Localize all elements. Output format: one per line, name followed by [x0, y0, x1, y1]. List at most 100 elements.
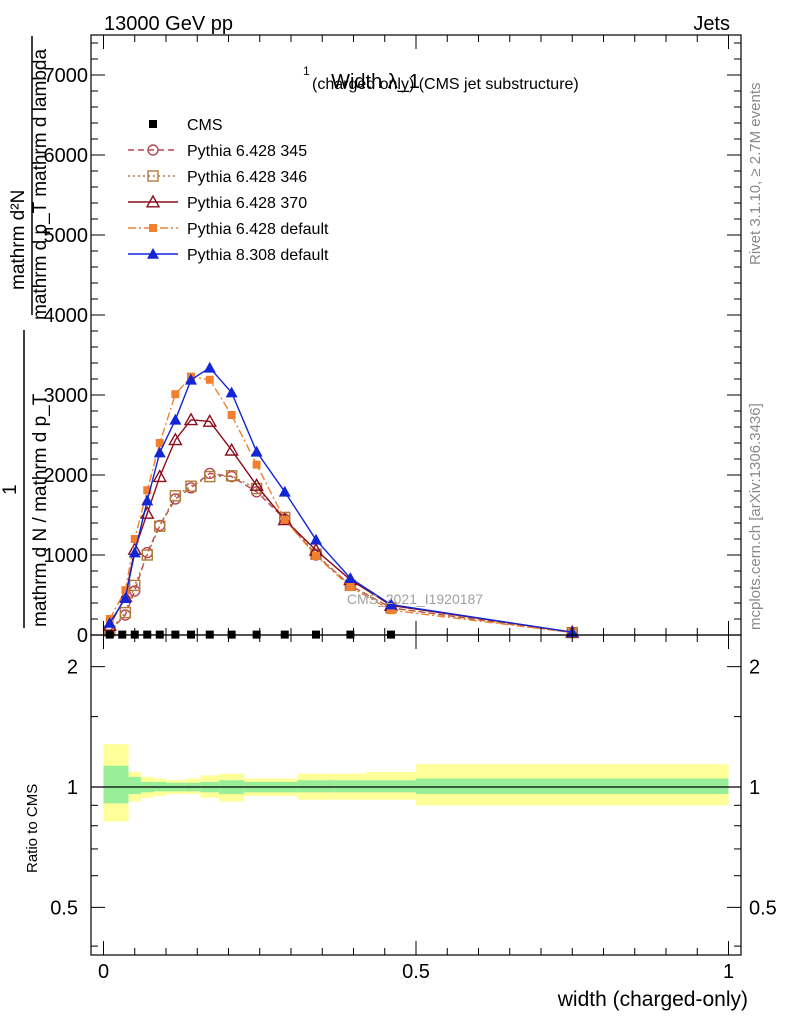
series-4-point-13 — [387, 606, 395, 615]
series-2-point-3 — [141, 549, 153, 561]
analysis-watermark: CMS_2021_I1920187 — [347, 591, 483, 607]
ylabel-frac-numerator: 1 — [0, 484, 21, 495]
series-5 — [103, 361, 579, 637]
legend-marker-4 — [149, 224, 157, 232]
chart-title-subtitle: (charged only) (CMS jet substructure) — [312, 76, 579, 93]
main-ytick-label-2: 2000 — [44, 465, 89, 487]
legend: CMS Pythia 6.428 345 Pythia 6.428 346 Pythi… — [128, 117, 329, 264]
series-4-point-10 — [280, 515, 289, 524]
ratio-ytick-label-left-0: 0.5 — [50, 897, 78, 919]
series-5-point-1 — [119, 592, 132, 603]
series-2-point-7 — [204, 470, 216, 483]
series-4-point-12 — [346, 583, 355, 591]
series-4-point-7 — [205, 375, 214, 384]
legend-label-4: Pythia 6.428 default — [187, 221, 329, 238]
series-5-point-4 — [153, 446, 166, 458]
legend-label-5: Pythia 8.308 default — [187, 247, 329, 264]
series-2-line — [109, 475, 573, 634]
series-5-point-6 — [185, 373, 197, 385]
main-ytick-label-0: 0 — [77, 625, 88, 647]
legend-marker-1 — [147, 144, 159, 156]
series-3-point-9 — [249, 477, 264, 491]
series-2-point-4 — [154, 520, 166, 532]
series-3-point-6 — [183, 412, 199, 426]
header-energy-label: 13000 GeV pp — [104, 13, 233, 35]
legend-entry-5: Pythia 8.308 default — [128, 247, 329, 264]
series-4-point-1 — [121, 586, 130, 595]
series-5-point-0 — [103, 617, 116, 628]
main-ytick-label-4: 4000 — [44, 305, 89, 327]
series-4-point-2 — [130, 535, 139, 543]
ratio-ytick-label-right-1: 1 — [749, 777, 760, 799]
ratio-stat-band-10 — [297, 780, 335, 793]
series-2-point-8 — [225, 470, 238, 482]
ylabel-top: mathrm d²N — [8, 190, 29, 290]
svg-text:Width λ_1: Width λ_1 — [331, 71, 420, 93]
series-3-point-5 — [168, 432, 183, 446]
legend-marker-3 — [145, 194, 161, 208]
legend-label-1: Pythia 6.428 345 — [187, 143, 307, 160]
series-4-point-3 — [143, 486, 152, 495]
ratio-stat-band-1 — [128, 776, 141, 795]
chart-title: Width λ_1 1 (charged only) (CMS jet subs… — [303, 64, 579, 93]
series-4-point-8 — [227, 411, 236, 419]
xlabel: width (charged-only) — [557, 988, 748, 1011]
series-5-point-8 — [225, 386, 238, 398]
legend-marker-2 — [147, 170, 159, 182]
series-4-point-5 — [171, 390, 180, 399]
ratio-stat-band-13 — [416, 778, 729, 795]
legend-entry-0: CMS — [149, 117, 223, 134]
legend-label-0: CMS — [187, 117, 223, 134]
header-category-label: Jets — [693, 13, 730, 35]
chart-title-main: Width λ_1 — [331, 71, 420, 93]
axes-layer: 0 1000 2000 3000 4000 5000 6000 7000 0 0.5 1 0.5 0.5… — [44, 34, 777, 983]
series-5-point-7 — [203, 361, 216, 373]
ratio-ylabel: Ratio to CMS — [24, 784, 41, 873]
series-2-point-6 — [185, 480, 197, 492]
ratio-ytick-label-left-1: 1 — [67, 777, 78, 799]
legend-marker-0 — [149, 120, 157, 128]
xtick-label-2: 1 — [723, 961, 734, 983]
xtick-label-1: 0.5 — [402, 961, 430, 983]
series-5-point-12 — [344, 572, 357, 583]
ratio-ytick-label-right-0: 0.5 — [749, 897, 777, 919]
legend-entry-4: Pythia 6.428 default — [128, 221, 329, 238]
series-5-point-2 — [128, 546, 141, 558]
series-5-point-13 — [385, 598, 397, 610]
ylabel-bottom: mathrm d p_T mathrm d lambda — [30, 49, 51, 320]
ratio-layer — [91, 635, 741, 955]
ratio-ytick-label-left-2: 2 — [67, 657, 78, 679]
main-ytick-label-7: 7000 — [44, 65, 89, 87]
legend-entry-3: Pythia 6.428 370 — [128, 194, 307, 212]
rivet-version-label: Rivet 3.1.10, ≥ 2.7M events — [747, 83, 764, 266]
main-plot-frame — [91, 35, 741, 635]
ratio-stat-band-12 — [366, 780, 416, 793]
legend-label-2: Pythia 6.428 346 — [187, 169, 307, 186]
series-2-point-5 — [169, 490, 182, 502]
main-ytick-label-6: 6000 — [44, 145, 89, 167]
series-2-point-1 — [119, 606, 132, 619]
xtick-label-0: 0 — [98, 961, 109, 983]
main-ylabel: mathrm d²N mathrm d p_T mathrm d lambda … — [0, 36, 51, 628]
ratio-ytick-label-right-2: 2 — [749, 657, 760, 679]
main-ytick-label-5: 5000 — [44, 225, 89, 247]
series-5-point-10 — [278, 485, 291, 497]
series-3-point-7 — [202, 413, 217, 427]
legend-entry-1: Pythia 6.428 345 — [128, 143, 307, 160]
series-5-point-11 — [310, 533, 322, 545]
series-4-point-9 — [252, 460, 261, 469]
series-5-point-9 — [250, 445, 263, 457]
main-ytick-label-1: 1000 — [44, 545, 89, 567]
series-3-point-8 — [224, 442, 239, 456]
series-2-point-2 — [129, 579, 141, 592]
series-3-point-4 — [152, 469, 167, 483]
series-4-point-4 — [155, 439, 164, 447]
ratio-stat-band-11 — [334, 780, 366, 793]
ratio-stat-band-0 — [103, 765, 129, 804]
legend-entry-2: Pythia 6.428 346 — [128, 169, 307, 186]
legend-label-3: Pythia 6.428 370 — [187, 195, 307, 212]
series-5-point-5 — [169, 413, 182, 425]
mcplots-credit-label: mcplots.cern.ch [arXiv:1306.3436] — [747, 403, 764, 630]
